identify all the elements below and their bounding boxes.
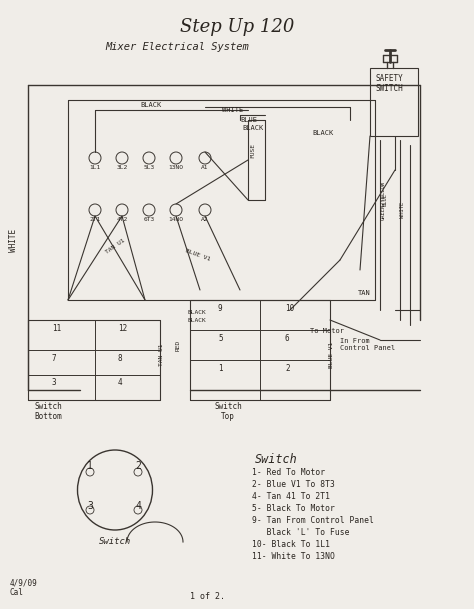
Text: 3: 3 <box>87 501 93 511</box>
Text: 4: 4 <box>118 378 123 387</box>
Text: 11: 11 <box>52 324 61 333</box>
Text: BLACK: BLACK <box>140 102 161 108</box>
Text: RED: RED <box>175 339 181 351</box>
Text: 1: 1 <box>218 364 223 373</box>
Text: TAN U1: TAN U1 <box>105 238 126 255</box>
Text: TAN: TAN <box>358 290 371 296</box>
Text: 6T3: 6T3 <box>143 217 155 222</box>
Text: 13NO: 13NO <box>168 165 183 170</box>
Text: Switch
Bottom: Switch Bottom <box>34 402 62 421</box>
Text: 5: 5 <box>218 334 223 343</box>
Text: 1 of 2.: 1 of 2. <box>190 592 225 601</box>
Text: 1L1: 1L1 <box>90 165 100 170</box>
Text: 6: 6 <box>285 334 290 343</box>
Text: 10: 10 <box>285 304 294 313</box>
Bar <box>370 68 418 136</box>
Text: 9- Tan From Control Panel: 9- Tan From Control Panel <box>252 516 374 525</box>
Text: 14NO: 14NO <box>168 217 183 222</box>
Text: 2T1: 2T1 <box>90 217 100 222</box>
Text: BLACK: BLACK <box>188 318 207 323</box>
Text: 12: 12 <box>118 324 127 333</box>
Text: 9: 9 <box>218 304 223 313</box>
Text: SAFETY
SWITCH: SAFETY SWITCH <box>376 74 404 93</box>
Text: 2: 2 <box>135 461 141 471</box>
Text: 5- Black To Motor: 5- Black To Motor <box>252 504 335 513</box>
Text: BLACK: BLACK <box>312 130 333 136</box>
Text: 4/9/09
Cal: 4/9/09 Cal <box>10 578 38 597</box>
Text: 5L3: 5L3 <box>143 165 155 170</box>
Text: A1: A1 <box>201 165 209 170</box>
Text: 3L2: 3L2 <box>117 165 128 170</box>
Text: GREEN/YELLOW: GREEN/YELLOW <box>381 180 385 219</box>
Text: BLACK: BLACK <box>242 125 263 131</box>
Text: 1: 1 <box>87 461 93 471</box>
Text: Black 'L' To Fuse: Black 'L' To Fuse <box>252 528 349 537</box>
Text: BLUE V1: BLUE V1 <box>329 342 335 368</box>
Text: WHITE: WHITE <box>9 228 18 252</box>
Text: Switch: Switch <box>255 453 298 466</box>
Text: In From
Control Panel: In From Control Panel <box>340 338 395 351</box>
Text: WHITE: WHITE <box>401 202 405 218</box>
Text: Mixer Electrical System: Mixer Electrical System <box>105 42 249 52</box>
Text: 8: 8 <box>118 354 123 363</box>
Text: 1- Red To Motor: 1- Red To Motor <box>252 468 325 477</box>
Text: 4- Tan 41 To 2T1: 4- Tan 41 To 2T1 <box>252 492 330 501</box>
Text: BLUE: BLUE <box>240 117 257 123</box>
Text: FUSE: FUSE <box>250 143 255 158</box>
Text: Switch: Switch <box>99 537 131 546</box>
Text: BLUE V1: BLUE V1 <box>185 248 211 262</box>
Text: 10- Black To 1L1: 10- Black To 1L1 <box>252 540 330 549</box>
Text: WHITE: WHITE <box>222 107 243 113</box>
Text: To Motor: To Motor <box>310 328 344 334</box>
Text: TAN U1: TAN U1 <box>159 343 164 366</box>
Text: 2- Blue V1 To 8T3: 2- Blue V1 To 8T3 <box>252 480 335 489</box>
Text: 7: 7 <box>52 354 56 363</box>
Text: A2: A2 <box>201 217 209 222</box>
Text: Step Up 120: Step Up 120 <box>180 18 294 36</box>
Text: 2: 2 <box>285 364 290 373</box>
Text: 4: 4 <box>135 501 141 511</box>
Text: 11- White To 13NO: 11- White To 13NO <box>252 552 335 561</box>
Text: BLUE: BLUE <box>383 194 388 206</box>
Text: 3: 3 <box>52 378 56 387</box>
Text: Switch
Top: Switch Top <box>214 402 242 421</box>
Text: BLACK: BLACK <box>188 310 207 315</box>
Text: 4T2: 4T2 <box>117 217 128 222</box>
